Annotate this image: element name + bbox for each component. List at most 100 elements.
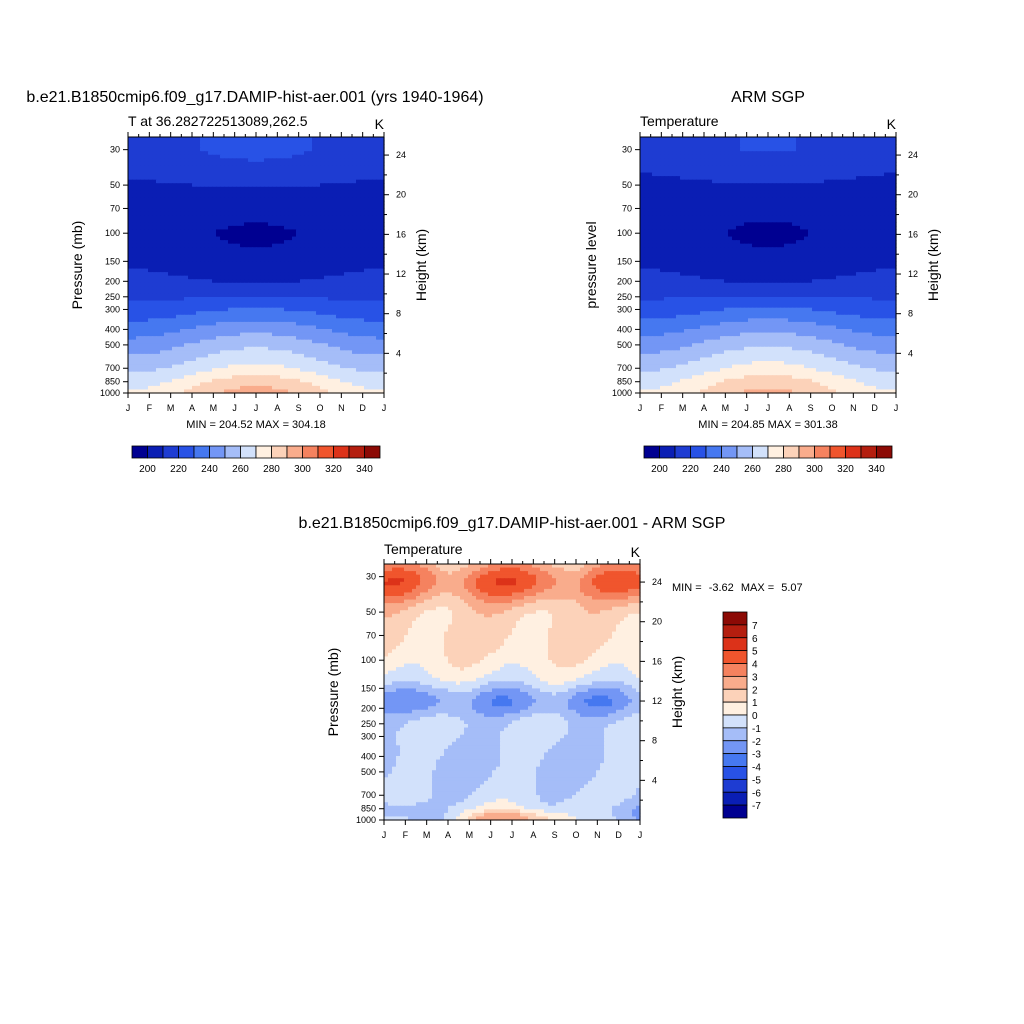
contour-cell	[152, 179, 157, 184]
contour-cell	[208, 272, 213, 277]
contour-cell	[372, 375, 377, 380]
contour-cell	[344, 179, 349, 184]
contour-cell	[272, 261, 277, 266]
contour-cell	[160, 215, 165, 220]
contour-cell	[272, 179, 277, 184]
contour-cell	[292, 161, 297, 167]
contour-cell	[280, 158, 285, 163]
contour-cell	[184, 353, 189, 359]
contour-cell	[208, 208, 213, 213]
contour-cell	[276, 247, 281, 252]
contour-cell	[260, 265, 265, 270]
contour-cell	[132, 233, 137, 238]
contour-cell	[276, 250, 281, 255]
contour-cell	[372, 282, 377, 287]
contour-cell	[360, 190, 365, 195]
contour-cell	[272, 158, 277, 163]
contour-cell	[304, 378, 309, 383]
contour-cell	[248, 190, 253, 195]
contour-cell	[332, 137, 337, 142]
contour-cell	[360, 254, 365, 259]
contour-cell	[220, 289, 225, 295]
contour-cell	[336, 183, 341, 188]
contour-cell	[356, 332, 361, 337]
contour-cell	[348, 250, 353, 255]
contour-cell	[236, 169, 241, 174]
contour-cell	[236, 211, 241, 216]
contour-cell	[152, 257, 157, 263]
contour-cell	[296, 346, 301, 351]
contour-cell	[164, 183, 169, 188]
contour-cell	[256, 240, 261, 245]
contour-cell	[336, 293, 341, 298]
contour-cell	[364, 300, 369, 305]
contour-cell	[292, 297, 297, 302]
contour-cell	[212, 204, 217, 209]
contour-cell	[264, 165, 269, 170]
contour-cell	[268, 229, 273, 234]
contour-cell	[188, 240, 193, 245]
contour-cell	[256, 364, 261, 369]
contour-cell	[212, 279, 217, 284]
contour-cell	[316, 357, 321, 362]
contour-cell	[196, 243, 201, 248]
contour-cell	[348, 261, 353, 266]
contour-cell	[368, 169, 373, 174]
contour-cell	[368, 382, 373, 387]
contour-cell	[792, 137, 797, 142]
contour-cell	[184, 208, 189, 213]
contour-cell	[308, 361, 313, 366]
contour-cell	[168, 364, 173, 369]
contour-cell	[280, 218, 285, 223]
contour-cell	[196, 240, 201, 245]
contour-cell	[224, 169, 229, 174]
contour-cell	[324, 314, 329, 319]
contour-cell	[224, 243, 229, 248]
contour-cell	[288, 265, 293, 270]
contour-cell	[256, 282, 261, 287]
contour-cell	[232, 154, 237, 159]
contour-cell	[196, 197, 201, 202]
contour-cell	[184, 172, 189, 177]
contour-cell	[148, 321, 153, 327]
contour-cell	[324, 275, 329, 280]
contour-cell	[172, 151, 177, 156]
panel2-subtitle-left: Temperature	[640, 113, 719, 129]
contour-cell	[152, 321, 157, 327]
contour-cell	[264, 218, 269, 223]
contour-cell	[380, 158, 385, 163]
contour-cell	[364, 257, 369, 263]
contour-cell	[196, 208, 201, 213]
contour-cell	[260, 186, 265, 191]
contour-cell	[224, 193, 229, 199]
contour-cell	[172, 208, 177, 213]
contour-cell	[288, 179, 293, 184]
contour-cell	[176, 318, 181, 323]
contour-cell	[292, 247, 297, 252]
colorbar-box	[348, 445, 365, 459]
colorbar-label: 320	[325, 464, 342, 475]
contour-cell	[292, 243, 297, 248]
contour-cell	[340, 257, 345, 263]
contour-cell	[320, 300, 325, 305]
contour-cell	[188, 385, 193, 391]
y-tick-label: 250	[105, 292, 120, 302]
contour-cell	[300, 201, 305, 206]
contour-cell	[216, 279, 221, 284]
contour-cell	[668, 140, 673, 145]
contour-cell	[240, 272, 245, 277]
contour-cell	[156, 250, 161, 255]
contour-cell	[212, 368, 217, 373]
contour-cell	[272, 147, 277, 152]
contour-cell	[356, 137, 361, 142]
contour-cell	[284, 364, 289, 369]
contour-cell	[268, 368, 273, 373]
contour-cell	[372, 300, 377, 305]
contour-cell	[320, 265, 325, 270]
contour-cell	[244, 361, 249, 366]
contour-cell	[328, 361, 333, 366]
contour-cell	[196, 257, 201, 263]
contour-cell	[128, 300, 133, 305]
contour-cell	[304, 140, 309, 145]
contour-cell	[292, 332, 297, 337]
